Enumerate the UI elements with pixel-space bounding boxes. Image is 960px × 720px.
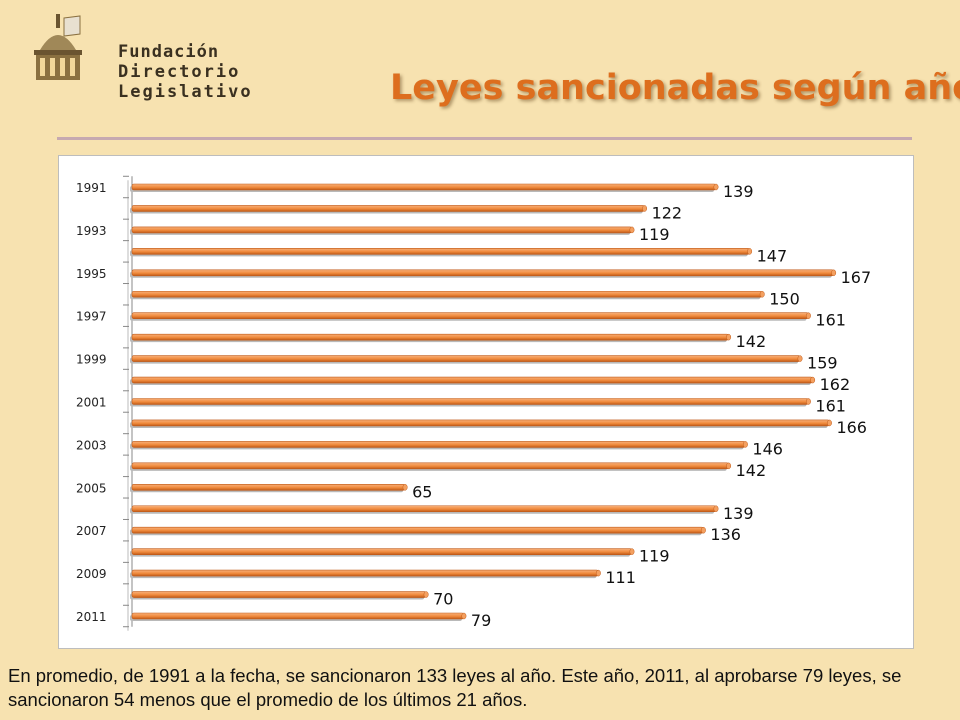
bar-cap [831,269,837,277]
building-emblem-icon [34,14,82,80]
data-label-1997: 161 [815,311,846,330]
data-label-1999: 159 [807,354,838,373]
bar-cap [805,312,811,319]
data-label-1998: 142 [736,332,767,351]
tick-label-2007: 2007 [76,524,107,538]
bar-cap [726,462,732,470]
data-label-2011: 79 [471,611,491,630]
tick-label-1993: 1993 [76,224,107,238]
tick-label-2005: 2005 [76,481,107,495]
bar-2004 [131,462,729,470]
bar-2007 [131,526,704,534]
data-label-2004: 142 [736,461,767,480]
data-label-2001: 161 [815,397,846,416]
bar-2002 [131,419,830,427]
brand-line-1: Fundación [118,42,220,62]
bar-cap [461,612,467,620]
data-label-2006: 139 [723,504,754,523]
slide-title: Leyes sancionadas según año [390,68,960,108]
data-label-2009: 111 [605,568,636,587]
bar-1998 [131,333,729,341]
bar-chart: 139 1991 122 119 1993 147 167 1995 150 161 1997 142… [76,175,872,631]
data-label-2000: 162 [820,375,851,394]
tick-label-1999: 1999 [76,353,107,367]
tick-label-2011: 2011 [76,610,107,624]
data-label-2002: 166 [836,418,867,437]
bar-1991 [131,183,717,191]
bar-1995 [131,269,834,277]
bar-cap [805,398,811,405]
bar-cap [642,205,648,212]
tick-label-1991: 1991 [76,181,107,195]
bar-cap [742,441,748,448]
data-label-1992: 122 [652,203,683,222]
data-label-2007: 136 [710,525,741,544]
bar-cap [826,419,832,427]
chart-frame: 139 1991 122 119 1993 147 167 1995 150 161 1997 142… [58,155,914,649]
bar-cap [402,484,408,491]
footnote: En promedio, de 1991 a la fecha, se sanc… [8,665,902,710]
tick-label-1997: 1997 [76,310,107,324]
bar-cap [700,526,706,534]
data-label-2008: 119 [639,547,670,566]
bar-2006 [131,505,717,513]
tick-label-1995: 1995 [76,267,107,281]
data-label-1991: 139 [723,182,754,201]
bar-cap [797,355,803,362]
title-divider [57,137,912,140]
bar-cap [747,248,753,255]
bar-1996 [131,290,763,298]
bar-cap [759,291,765,298]
logo: Fundación Directorio Legislativo [30,10,320,102]
bar-2008 [131,548,633,555]
bar-cap [629,226,635,234]
bar-2010 [131,591,427,598]
bar-2001 [131,398,809,405]
brand-line-2: Directorio Legislativo [118,62,253,102]
bar-2000 [131,376,813,384]
bar-cap [713,183,719,191]
bar-1994 [131,248,750,255]
tick-label-2003: 2003 [76,438,107,452]
data-label-1994: 147 [757,246,788,265]
data-label-2005: 65 [412,482,432,501]
bar-cap [629,548,635,555]
bar-cap [595,569,601,577]
bar-2009 [131,569,599,577]
bar-1999 [131,355,801,362]
data-label-1993: 119 [639,225,670,244]
bar-cap [726,333,732,341]
bar-1993 [131,226,633,234]
bar-1992 [131,205,645,212]
tick-label-2009: 2009 [76,567,107,581]
bar-cap [810,376,816,384]
bar-2005 [131,483,406,491]
bar-1997 [131,312,809,319]
bar-2011 [131,612,465,620]
bar-cap [713,505,719,512]
bar-cap [423,591,429,598]
data-label-2003: 146 [752,439,783,458]
tick-label-2001: 2001 [76,396,107,410]
data-label-1995: 167 [841,268,872,287]
bar-2003 [131,441,746,448]
data-label-2010: 70 [433,590,453,609]
data-label-1996: 150 [769,289,800,308]
